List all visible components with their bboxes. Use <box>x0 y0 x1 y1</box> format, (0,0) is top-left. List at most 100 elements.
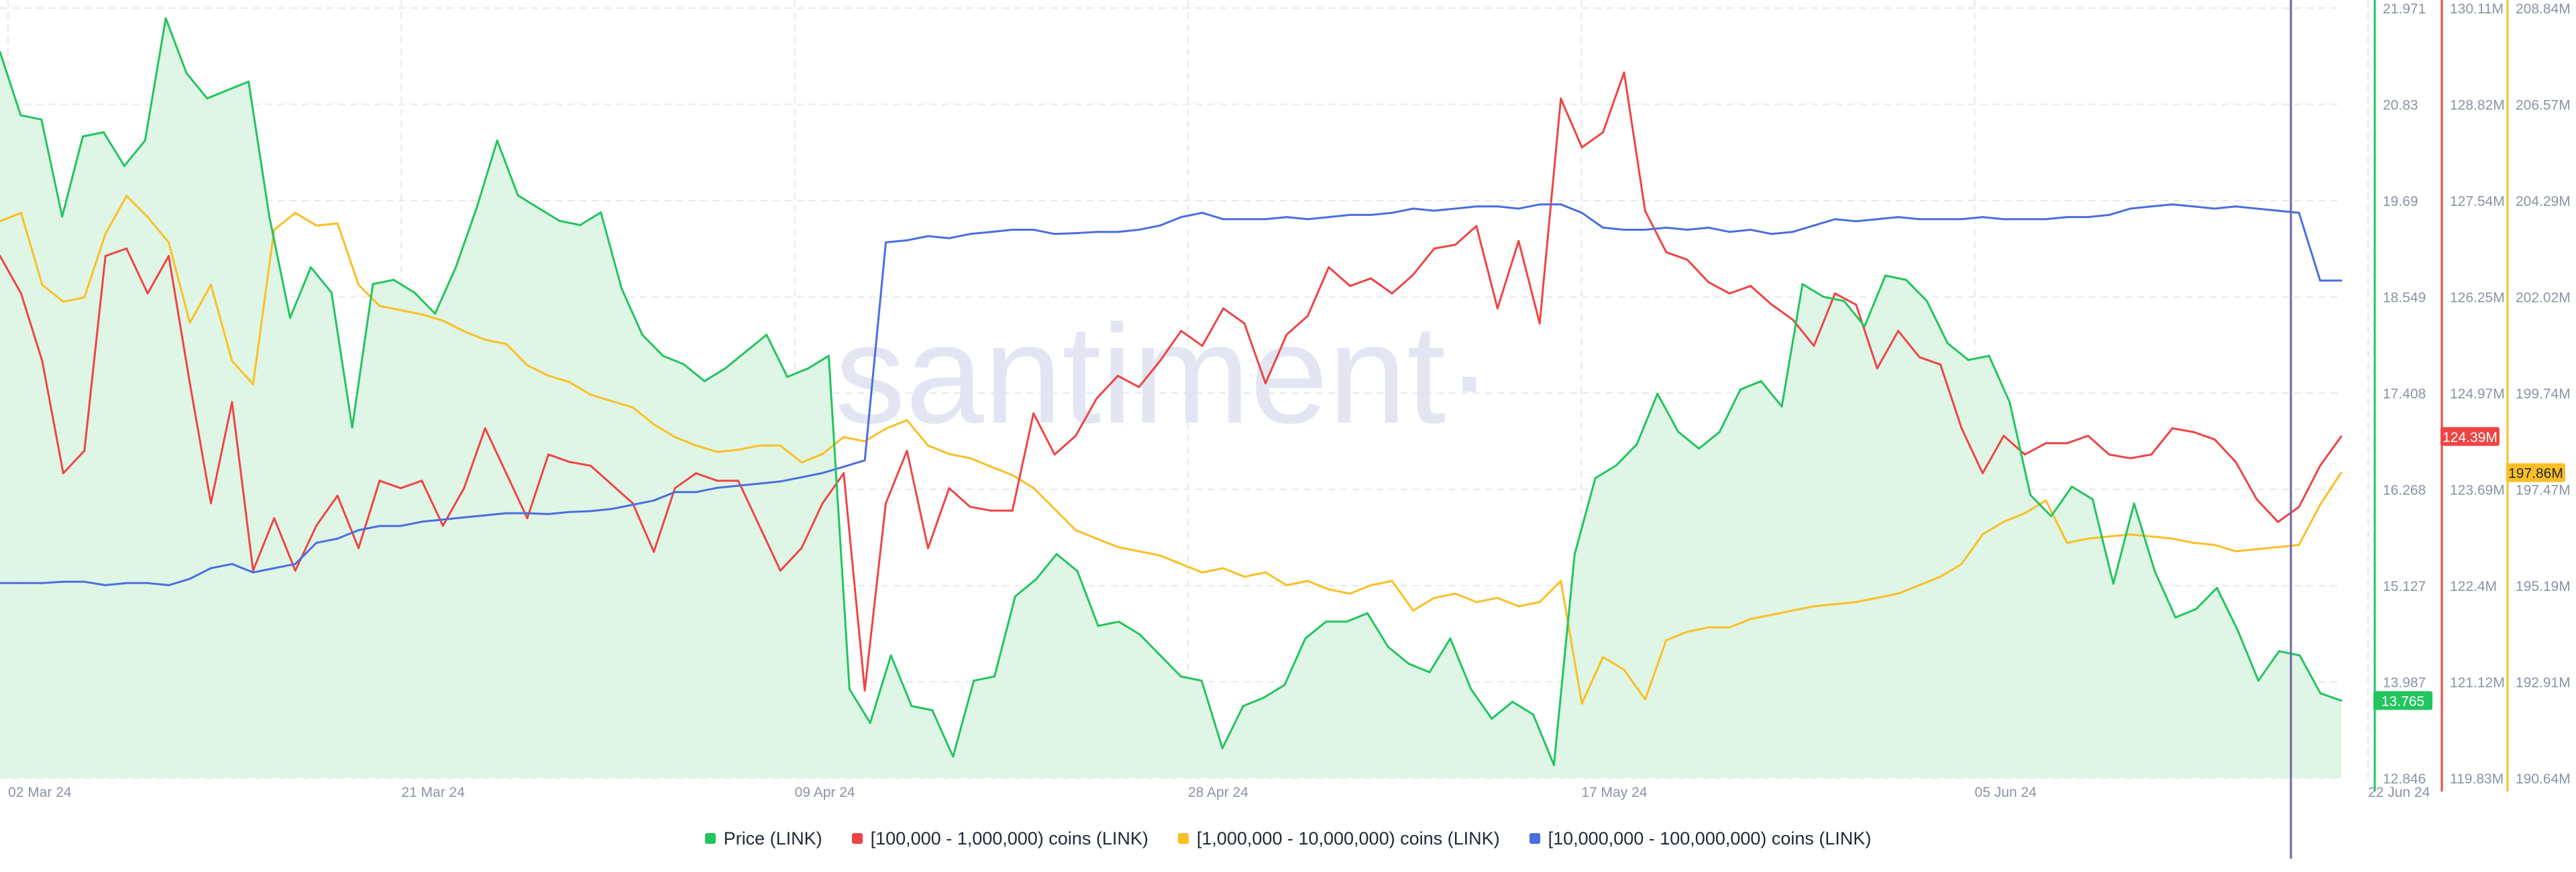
data-point-s100k <box>252 569 254 572</box>
data-point-s100k <box>83 449 86 452</box>
data-point-s1m <box>336 222 339 225</box>
data-point-s1m <box>1665 639 1668 641</box>
legend-label-price: Price (LINK) <box>723 828 822 849</box>
data-point-s100k <box>505 472 508 474</box>
current-value-label-s1m: 197.86M <box>2508 466 2563 482</box>
data-point-s10m <box>843 466 845 468</box>
data-point-s100k <box>779 569 782 572</box>
data-point-s100k <box>1602 131 1604 133</box>
data-point-s1m <box>441 319 444 322</box>
data-point-price <box>19 114 22 117</box>
axis-tick-label: 124.97M <box>2450 386 2505 402</box>
data-point-price <box>2216 586 2218 589</box>
data-point-price <box>0 51 1 53</box>
data-point-s10m <box>1813 224 1815 227</box>
data-point-s10m <box>421 521 423 523</box>
data-point-price <box>910 705 913 708</box>
legend-item-1m[interactable]: [1,000,000 - 10,000,000) coins (LINK) <box>1177 828 1500 849</box>
data-point-s10m <box>1433 209 1436 212</box>
data-point-s1m <box>378 305 381 307</box>
data-point-price <box>185 72 188 74</box>
data-point-s100k <box>2213 438 2216 441</box>
data-point-price <box>248 80 250 83</box>
data-point-s10m <box>484 514 486 516</box>
legend-item-100k[interactable]: [100,000 - 1,000,000) coins (LINK) <box>851 828 1148 849</box>
x-tick-label: 05 Jun 24 <box>1975 785 2037 800</box>
data-point-price <box>1325 620 1328 623</box>
data-point-price <box>61 215 64 218</box>
data-point-s1m <box>1243 576 1246 578</box>
legend-swatch-100k <box>851 833 863 844</box>
data-point-s1m <box>969 457 971 459</box>
data-point-s1m <box>2298 543 2300 546</box>
data-point-s10m <box>1095 231 1098 233</box>
data-point-price <box>1242 705 1244 708</box>
data-point-s10m <box>1876 218 1878 221</box>
data-point-s1m <box>695 444 698 447</box>
data-point-s10m <box>463 516 466 519</box>
data-point-s10m <box>1306 218 1309 221</box>
data-point-s1m <box>948 453 951 455</box>
legend-item-10m[interactable]: [10,000,000 - 100,000,000) coins (LINK) <box>1529 828 1872 849</box>
data-point-s100k <box>2129 457 2132 459</box>
data-point-s1m <box>1602 656 1604 659</box>
axis-tick-label: 202.02M <box>2516 290 2571 306</box>
data-point-s100k <box>2235 461 2237 464</box>
data-point-s1m <box>1306 580 1309 582</box>
data-point-price <box>392 278 395 281</box>
data-point-s10m <box>1644 229 1646 231</box>
data-point-s100k <box>1180 329 1183 332</box>
data-point-s100k <box>2171 427 2174 429</box>
data-point-price <box>1076 569 1079 572</box>
data-point-s10m <box>231 563 233 565</box>
data-point-s1m <box>0 220 1 223</box>
data-point-s10m <box>1138 229 1140 231</box>
data-point-s1m <box>1897 592 1900 595</box>
data-point-s10m <box>1011 229 1014 231</box>
axis-tick-label: 19.69 <box>2383 194 2418 209</box>
data-point-price <box>144 140 146 142</box>
data-point-s1m <box>1792 609 1794 612</box>
data-point-s100k <box>758 525 761 527</box>
data-point-s1m <box>1876 596 1878 599</box>
data-point-s1m <box>1728 626 1731 629</box>
data-point-s10m <box>863 459 866 461</box>
data-point-s100k <box>273 517 276 519</box>
data-point-s10m <box>885 241 887 243</box>
data-point-s100k <box>1011 509 1014 512</box>
data-point-s100k <box>104 255 107 258</box>
data-point-s100k <box>1454 243 1456 246</box>
data-point-s10m <box>1623 229 1625 231</box>
data-point-s100k <box>906 449 908 452</box>
data-point-price <box>351 426 354 429</box>
data-point-s100k <box>209 502 212 504</box>
data-point-s10m <box>1517 207 1520 210</box>
legend-label-10m: [10,000,000 - 100,000,000) coins (LINK) <box>1548 828 1872 849</box>
data-point-s10m <box>2087 216 2090 219</box>
data-point-price <box>227 89 229 91</box>
data-point-price <box>1304 637 1307 640</box>
data-point-price <box>1925 300 1928 303</box>
legend-item-price[interactable]: Price (LINK) <box>704 828 822 849</box>
data-point-s100k <box>189 382 191 384</box>
data-point-s1m <box>252 383 254 386</box>
data-point-s10m <box>1982 216 1984 219</box>
data-point-s10m <box>505 512 508 514</box>
data-point-price <box>372 283 374 285</box>
data-point-s10m <box>2108 213 2110 216</box>
data-point-s1m <box>2023 512 2026 514</box>
axis-tick-label: 208.84M <box>2516 1 2571 17</box>
data-point-price <box>890 654 892 657</box>
data-point-s100k <box>1813 345 1815 347</box>
data-point-s100k <box>1433 248 1436 250</box>
data-point-s100k <box>358 547 360 549</box>
data-point-s10m <box>779 480 782 483</box>
data-point-price <box>1470 688 1472 690</box>
data-point-s1m <box>463 330 466 333</box>
data-point-s100k <box>1328 266 1330 268</box>
data-point-s100k <box>2002 435 2005 437</box>
data-point-price <box>1428 671 1431 673</box>
data-point-s10m <box>737 484 739 487</box>
current-value-badge-price <box>2373 691 2432 710</box>
